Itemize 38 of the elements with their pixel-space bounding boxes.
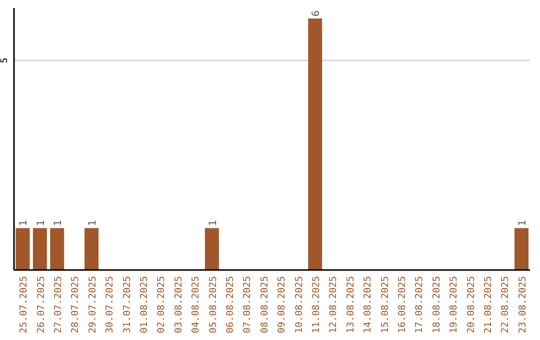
x-tick-label: 30.07.2025	[104, 276, 116, 334]
x-tick-label: 04.08.2025	[190, 276, 202, 334]
data-label: 1	[518, 220, 529, 226]
y-tick-label: 5	[0, 58, 10, 64]
x-tick-label: 31.07.2025	[122, 276, 133, 334]
x-tick-label: 22.08.2025	[500, 276, 512, 334]
x-tick-label: 27.07.2025	[53, 276, 64, 334]
x-tick-label: 18.08.2025	[431, 276, 442, 334]
x-tick-label: 15.08.2025	[380, 276, 391, 334]
x-tick-label: 29.07.2025	[87, 276, 98, 334]
x-tick-label: 17.08.2025	[414, 276, 426, 334]
x-tick-label: 20.08.2025	[466, 276, 477, 334]
data-label: 1	[36, 220, 47, 226]
data-label: 1	[53, 220, 64, 226]
x-tick-label: 14.08.2025	[362, 276, 374, 334]
data-label: 1	[18, 220, 30, 226]
x-tick-label: 28.07.2025	[70, 276, 82, 334]
x-tick-label: 03.08.2025	[173, 276, 184, 334]
data-label: 6	[311, 10, 322, 16]
x-tick-label: 19.08.2025	[448, 276, 460, 334]
x-tick-label: 12.08.2025	[328, 276, 340, 334]
x-tick-label: 05.08.2025	[208, 276, 219, 334]
x-tick-label: 13.08.2025	[345, 276, 356, 334]
x-tick-label: 26.07.2025	[36, 276, 47, 334]
x-tick-label: 01.08.2025	[139, 276, 150, 334]
x-tick-label: 10.08.2025	[294, 276, 305, 334]
x-tick-label: 25.07.2025	[18, 276, 30, 334]
x-tick-label: 02.08.2025	[156, 276, 168, 334]
data-label: 1	[208, 220, 219, 226]
x-tick-label: 21.08.2025	[483, 276, 494, 334]
x-tick-label: 06.08.2025	[225, 276, 236, 334]
x-tick-label: 11.08.2025	[311, 276, 322, 334]
x-tick-label: 07.08.2025	[242, 276, 254, 334]
x-tick-label: 16.08.2025	[397, 276, 408, 334]
x-tick-label: 08.08.2025	[259, 276, 270, 334]
x-tick-label: 23.08.2025	[517, 276, 528, 334]
data-label: 1	[88, 220, 99, 226]
x-tick-label: 09.08.2025	[276, 276, 288, 334]
